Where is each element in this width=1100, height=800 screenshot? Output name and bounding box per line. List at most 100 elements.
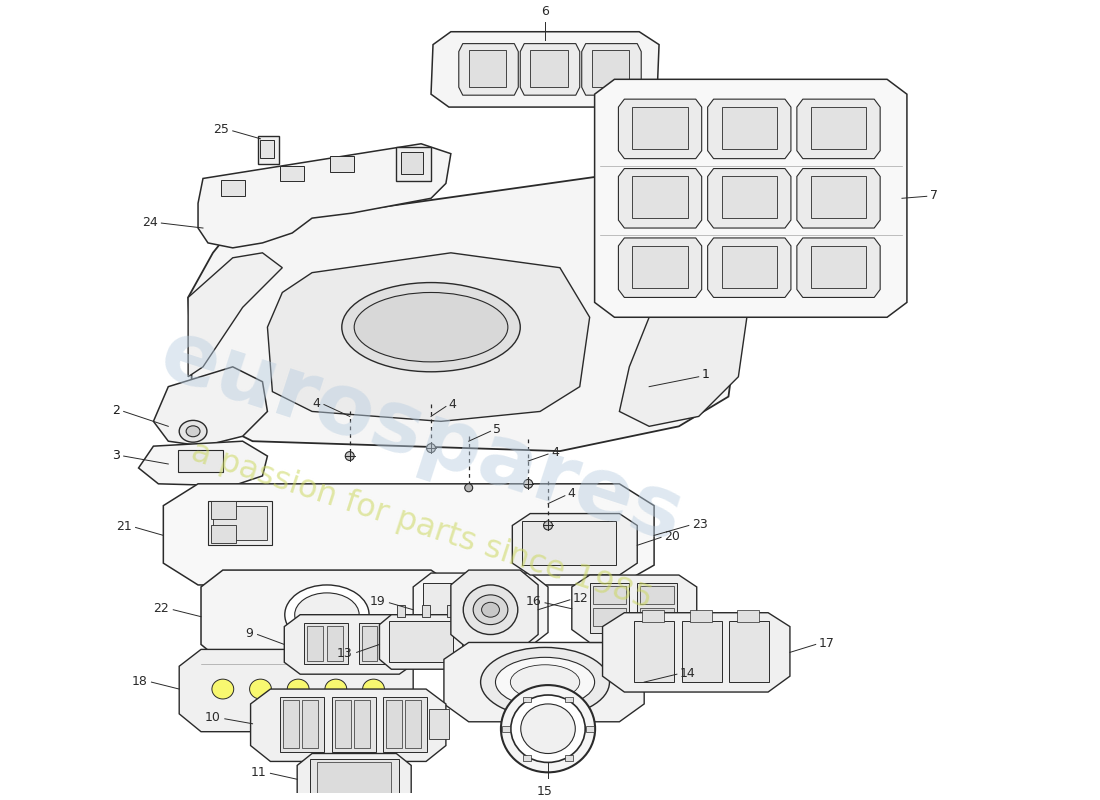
Ellipse shape bbox=[212, 679, 233, 699]
Bar bbox=[640, 608, 674, 626]
Bar bbox=[585, 726, 594, 732]
Bar bbox=[593, 608, 626, 626]
Bar bbox=[280, 166, 304, 182]
Ellipse shape bbox=[464, 484, 473, 492]
Polygon shape bbox=[284, 614, 416, 674]
Bar bbox=[327, 626, 343, 662]
Ellipse shape bbox=[495, 658, 595, 707]
Bar bbox=[422, 605, 430, 617]
Bar bbox=[317, 762, 392, 796]
Bar bbox=[635, 621, 674, 682]
Bar bbox=[213, 506, 267, 540]
Text: 4: 4 bbox=[312, 397, 320, 410]
Text: 9: 9 bbox=[245, 627, 254, 640]
Ellipse shape bbox=[285, 585, 370, 645]
Polygon shape bbox=[513, 514, 637, 575]
Polygon shape bbox=[796, 99, 880, 158]
Bar bbox=[396, 146, 431, 182]
Polygon shape bbox=[179, 650, 414, 732]
Bar bbox=[690, 610, 712, 622]
Bar bbox=[208, 501, 273, 546]
Ellipse shape bbox=[510, 665, 580, 699]
Bar bbox=[811, 107, 867, 149]
Bar bbox=[565, 697, 573, 702]
Ellipse shape bbox=[500, 685, 595, 772]
Bar bbox=[524, 755, 531, 761]
Bar bbox=[640, 586, 674, 604]
Bar bbox=[447, 605, 454, 617]
Polygon shape bbox=[444, 642, 645, 722]
Bar bbox=[382, 626, 397, 662]
Polygon shape bbox=[139, 441, 267, 486]
Polygon shape bbox=[163, 484, 654, 585]
Bar bbox=[307, 626, 323, 662]
Bar bbox=[334, 700, 351, 747]
Text: 5: 5 bbox=[494, 422, 502, 436]
Bar bbox=[729, 621, 769, 682]
Ellipse shape bbox=[363, 679, 384, 699]
Polygon shape bbox=[251, 689, 446, 762]
Polygon shape bbox=[707, 99, 791, 158]
Bar bbox=[632, 246, 688, 287]
Bar bbox=[211, 501, 235, 518]
Text: 4: 4 bbox=[568, 487, 575, 500]
Bar bbox=[503, 726, 510, 732]
Bar bbox=[397, 605, 405, 617]
Polygon shape bbox=[451, 570, 538, 650]
Ellipse shape bbox=[481, 647, 609, 717]
Bar bbox=[592, 50, 629, 87]
Text: eurospares: eurospares bbox=[150, 313, 693, 560]
Bar bbox=[722, 107, 777, 149]
Ellipse shape bbox=[287, 679, 309, 699]
Polygon shape bbox=[618, 238, 702, 298]
Bar bbox=[178, 450, 223, 472]
Bar bbox=[330, 156, 354, 171]
Bar bbox=[386, 700, 403, 747]
Polygon shape bbox=[267, 253, 590, 422]
Text: 25: 25 bbox=[213, 123, 229, 136]
Text: 13: 13 bbox=[337, 647, 353, 660]
Ellipse shape bbox=[510, 695, 585, 762]
Bar bbox=[811, 246, 867, 287]
Bar bbox=[211, 526, 235, 543]
Polygon shape bbox=[201, 570, 455, 662]
Polygon shape bbox=[603, 613, 790, 692]
Ellipse shape bbox=[354, 293, 508, 362]
Bar bbox=[384, 697, 427, 751]
Text: 6: 6 bbox=[541, 5, 549, 18]
Bar bbox=[429, 709, 449, 738]
Polygon shape bbox=[582, 44, 641, 95]
Bar bbox=[332, 697, 375, 751]
Bar bbox=[405, 700, 421, 747]
Ellipse shape bbox=[482, 602, 499, 617]
Polygon shape bbox=[431, 32, 659, 107]
Bar bbox=[632, 177, 688, 218]
Polygon shape bbox=[188, 174, 748, 451]
Ellipse shape bbox=[186, 426, 200, 437]
Polygon shape bbox=[414, 573, 548, 646]
Bar bbox=[522, 521, 616, 565]
Text: 17: 17 bbox=[818, 637, 835, 650]
Text: 4: 4 bbox=[449, 398, 456, 411]
Bar bbox=[530, 50, 568, 87]
Ellipse shape bbox=[345, 452, 354, 461]
Polygon shape bbox=[379, 614, 463, 670]
Text: 14: 14 bbox=[680, 666, 695, 680]
Bar bbox=[469, 50, 506, 87]
Bar bbox=[402, 152, 424, 174]
Text: 2: 2 bbox=[112, 404, 120, 417]
Bar bbox=[565, 755, 573, 761]
Text: 15: 15 bbox=[537, 786, 553, 798]
Polygon shape bbox=[707, 169, 791, 228]
Ellipse shape bbox=[179, 420, 207, 442]
Ellipse shape bbox=[473, 595, 508, 625]
Polygon shape bbox=[188, 253, 283, 377]
Bar bbox=[722, 177, 777, 218]
Ellipse shape bbox=[427, 444, 436, 453]
Bar bbox=[359, 622, 403, 664]
Text: 1: 1 bbox=[702, 368, 710, 382]
Text: a passion for parts since 1985: a passion for parts since 1985 bbox=[187, 436, 656, 615]
Bar bbox=[590, 583, 629, 633]
Bar bbox=[737, 610, 759, 622]
Ellipse shape bbox=[520, 704, 575, 754]
